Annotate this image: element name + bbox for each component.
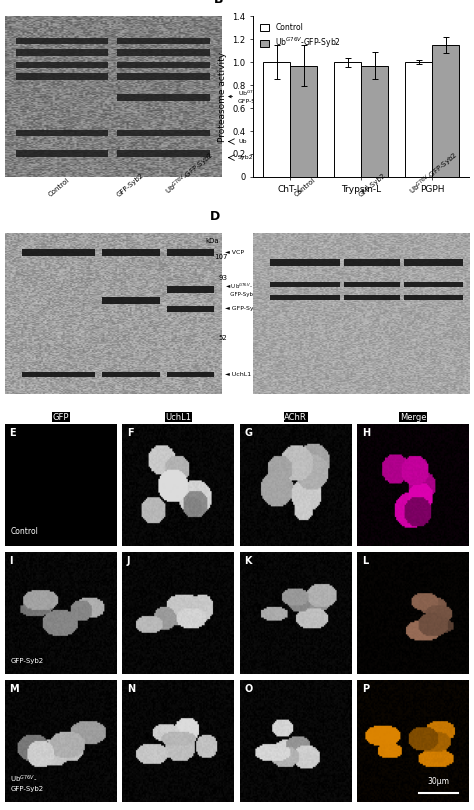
Text: ◄ GFP-Syb2: ◄ GFP-Syb2 [225,306,262,311]
Bar [167,286,214,292]
Bar [344,282,400,288]
Bar [102,297,160,304]
Text: M: M [9,684,19,693]
Bar [117,62,210,68]
Legend: Control, Ub$^{G76V}$-GFP-Syb2: Control, Ub$^{G76V}$-GFP-Syb2 [257,20,344,53]
Bar [117,94,210,100]
Bar [405,62,432,177]
Bar [16,49,109,56]
Text: ◄ Ub$^{G76V}$-
   GFP-Syb2: ◄ Ub$^{G76V}$- GFP-Syb2 [225,282,256,297]
Text: O: O [244,684,253,693]
Text: GFP: GFP [53,413,69,422]
Bar [22,372,95,377]
Bar [404,282,463,288]
Bar [167,372,214,377]
Bar [167,305,214,312]
Bar [16,151,109,157]
Text: UchL1: UchL1 [165,413,191,422]
Text: B: B [214,0,224,6]
Bar [290,66,317,177]
Text: 93: 93 [219,275,227,281]
Bar [117,38,210,45]
Text: GFP-Syb2: GFP-Syb2 [116,172,145,198]
Text: Syb2: Syb2 [238,156,254,160]
Y-axis label: Proteasome activity: Proteasome activity [218,52,227,142]
Text: Ub$^{G76V}$-
GFP-Syb2: Ub$^{G76V}$- GFP-Syb2 [268,89,298,104]
Bar [117,73,210,79]
Text: 107: 107 [214,254,227,260]
Bar [271,295,340,300]
Text: K: K [244,556,252,565]
Text: ◄ UchL1: ◄ UchL1 [225,372,251,377]
Text: Ub$^{G76V}$-
GFP-Syb2: Ub$^{G76V}$- GFP-Syb2 [229,89,268,104]
Bar [361,66,388,177]
Text: N: N [127,684,135,693]
Bar [102,249,160,256]
Bar [117,151,210,157]
Text: D: D [210,211,220,224]
Bar [102,372,160,377]
Bar [432,45,459,177]
Text: I: I [9,556,13,565]
Text: J: J [127,556,130,565]
Bar [22,249,95,256]
Text: Merge: Merge [400,413,427,422]
Bar [117,130,210,136]
Bar [271,258,340,266]
Bar [16,130,109,136]
Bar [16,38,109,45]
Text: AChR: AChR [284,413,307,422]
Bar [404,258,463,266]
Text: Ub$^{G76V}$-GFP-Syb2: Ub$^{G76V}$-GFP-Syb2 [408,149,462,198]
Text: G: G [244,428,252,438]
Text: Control: Control [293,177,317,198]
Bar [344,295,400,300]
Text: E: E [9,428,16,438]
Bar [16,73,109,79]
Text: ◄ VCP: ◄ VCP [225,250,244,255]
Text: F: F [127,428,133,438]
Bar [334,62,361,177]
Text: L: L [362,556,368,565]
Text: P: P [362,684,369,693]
Bar [117,49,210,56]
Text: 52: 52 [219,335,227,341]
Text: GFP-Syb2: GFP-Syb2 [10,659,44,664]
Bar [263,62,290,177]
Text: Ub: Ub [238,139,246,144]
Bar [16,62,109,68]
Text: Control: Control [47,177,70,198]
Text: Ub$^{G76V}$-GFP-Syb2: Ub$^{G76V}$-GFP-Syb2 [164,149,218,198]
Bar [344,258,400,266]
Text: Control: Control [10,527,38,536]
Bar [271,282,340,288]
Text: H: H [362,428,370,438]
Bar [404,295,463,300]
Bar [167,249,214,256]
Text: kDa: kDa [205,238,219,244]
Text: 30μm: 30μm [427,777,449,786]
Text: GFP-Syb2: GFP-Syb2 [357,172,387,198]
Text: Ub$^{G76V}$-
GFP-Syb2: Ub$^{G76V}$- GFP-Syb2 [10,774,44,792]
